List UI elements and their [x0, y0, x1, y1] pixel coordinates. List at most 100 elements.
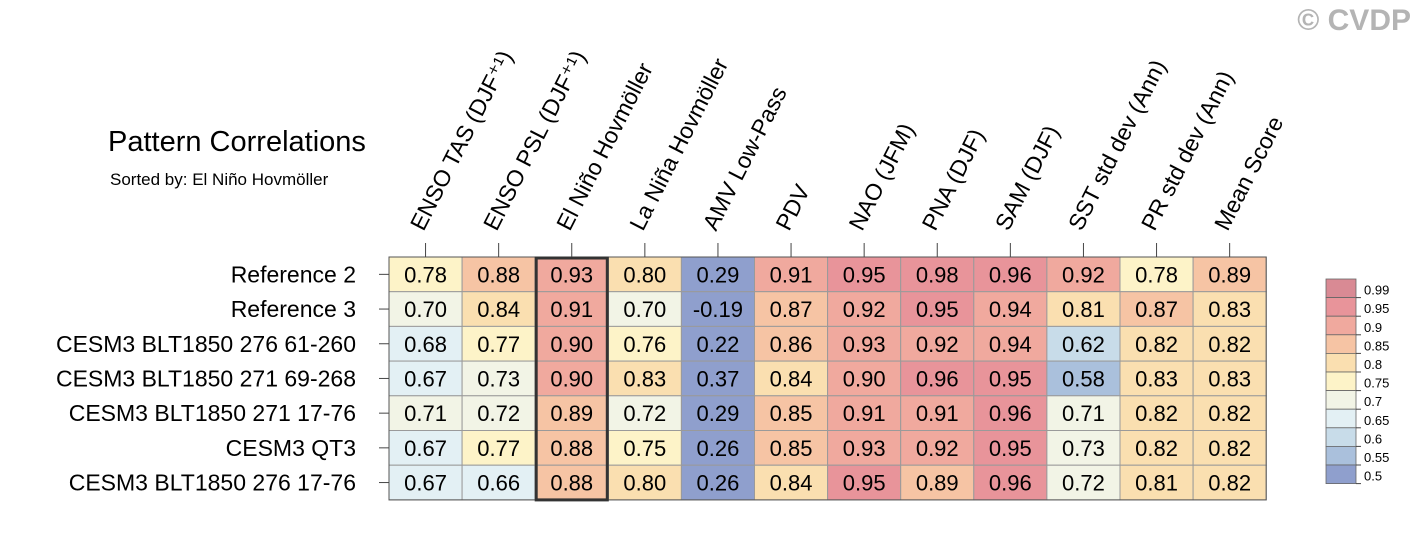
- cell-value-label: 0.89: [916, 471, 959, 496]
- heatmap-cell: [388, 360, 463, 397]
- cell-value-label: 0.82: [1135, 436, 1178, 461]
- cell-value-label: 0.84: [477, 297, 520, 322]
- heatmap-cell: [827, 430, 902, 466]
- cell-value-label: 0.95: [989, 366, 1032, 391]
- chart-title: Pattern Correlations: [108, 126, 366, 158]
- cell-value-label: 0.77: [477, 436, 520, 461]
- heatmap-cell: [388, 325, 463, 362]
- heatmap-cell: [973, 430, 1048, 466]
- cell-value-label: 0.72: [1062, 471, 1105, 496]
- cell-value-label: 0.94: [989, 332, 1032, 357]
- row-label: Reference 2: [231, 261, 356, 287]
- cell-value-label: 0.58: [1062, 366, 1105, 391]
- cell-value-label: 0.95: [843, 471, 886, 496]
- cell-value-label: 0.96: [989, 471, 1032, 496]
- cell-value-label: 0.88: [550, 471, 593, 496]
- cell-value-label: 0.83: [1208, 366, 1251, 391]
- cell-value-label: 0.91: [916, 401, 959, 426]
- row-label: CESM3 BLT1850 276 61-260: [56, 331, 356, 357]
- heatmap-cell: [1119, 256, 1194, 293]
- heatmap-cell: [1119, 464, 1194, 501]
- colorbar-label: 0.75: [1364, 376, 1389, 391]
- cell-value-label: 0.70: [404, 297, 447, 322]
- colorbar-label: 0.55: [1364, 450, 1389, 465]
- heatmap-cell: [754, 291, 829, 327]
- cell-value-label: 0.85: [770, 401, 813, 426]
- cell-value-label: 0.26: [697, 471, 740, 496]
- heatmap-cell: [1192, 395, 1267, 431]
- cell-value-label: 0.83: [1208, 297, 1251, 322]
- cell-value-label: 0.81: [1135, 471, 1178, 496]
- cell-value-label: 0.82: [1208, 436, 1251, 461]
- column-label: SAM (DJF): [990, 121, 1065, 234]
- cell-value-label: 0.82: [1135, 332, 1178, 357]
- cell-value-label: 0.22: [697, 332, 740, 357]
- heatmap-cell: [1046, 360, 1121, 397]
- colorbar-label: 0.5: [1364, 469, 1382, 484]
- cell-value-label: 0.91: [843, 401, 886, 426]
- colorbar-label: 0.65: [1364, 413, 1389, 428]
- heatmap-cell: [1192, 325, 1267, 362]
- cell-value-label: 0.68: [404, 332, 447, 357]
- cell-value-label: 0.67: [404, 436, 447, 461]
- cell-value-label: 0.91: [770, 262, 813, 287]
- colorbar-swatch: [1325, 445, 1357, 466]
- colorbar-label: 0.85: [1364, 338, 1389, 353]
- heatmap-cell: [827, 291, 902, 327]
- cell-value-label: 0.73: [1062, 436, 1105, 461]
- colorbar-label: 0.6: [1364, 431, 1382, 446]
- cell-value-label: 0.62: [1062, 332, 1105, 357]
- colorbar-label: 0.95: [1364, 301, 1389, 316]
- colorbar-swatch: [1325, 464, 1357, 485]
- watermark-logo: © CVDP: [1297, 4, 1411, 37]
- cell-value-label: 0.82: [1135, 401, 1178, 426]
- colorbar-label: 0.9: [1364, 320, 1382, 335]
- heatmap-cell: [607, 325, 682, 362]
- cell-value-label: 0.70: [623, 297, 666, 322]
- heatmap-cell: [1119, 360, 1194, 397]
- cell-value-label: 0.26: [697, 436, 740, 461]
- cell-value-label: 0.96: [989, 401, 1032, 426]
- cell-value-label: 0.89: [550, 401, 593, 426]
- cell-value-label: 0.88: [550, 436, 593, 461]
- cell-value-label: 0.92: [1062, 262, 1105, 287]
- column-label: PNA (DJF): [917, 125, 990, 235]
- cell-value-label: 0.91: [550, 297, 593, 322]
- heatmap-cell: [900, 395, 975, 431]
- heatmap-cell: [607, 430, 682, 466]
- heatmap-cell: [388, 395, 463, 431]
- cell-value-label: 0.90: [843, 366, 886, 391]
- column-label: Mean Score: [1209, 112, 1288, 234]
- cell-value-label: 0.82: [1208, 471, 1251, 496]
- cell-value-label: 0.71: [1062, 401, 1105, 426]
- cell-value-label: 0.80: [623, 262, 666, 287]
- colorbar-swatch: [1325, 297, 1357, 317]
- heatmap-cell: [1046, 395, 1121, 431]
- heatmap-cell: [1119, 291, 1194, 327]
- colorbar-swatch: [1325, 390, 1357, 410]
- cell-value-label: 0.82: [1208, 332, 1251, 357]
- colorbar-swatch: [1325, 371, 1357, 392]
- heatmap-cell: [900, 256, 975, 293]
- cell-value-label: 0.29: [697, 262, 740, 287]
- column-label: NAO (JFM): [843, 119, 919, 234]
- cell-value-label: 0.93: [550, 262, 593, 287]
- heatmap-cell: [461, 464, 536, 501]
- cell-value-label: 0.87: [1135, 297, 1178, 322]
- cell-value-label: 0.78: [404, 262, 447, 287]
- cell-value-label: 0.93: [843, 436, 886, 461]
- cell-value-label: 0.95: [989, 436, 1032, 461]
- heatmap-cell: [1046, 464, 1121, 501]
- colorbar-swatch: [1325, 427, 1357, 447]
- row-label: Reference 3: [231, 296, 356, 322]
- cell-value-label: 0.95: [916, 297, 959, 322]
- cell-value-label: 0.83: [623, 366, 666, 391]
- row-label: CESM3 BLT1850 276 17-76: [69, 470, 356, 496]
- highlighted-column-box: [534, 256, 609, 502]
- heatmap-cell: [680, 430, 756, 466]
- row-label: CESM3 QT3: [226, 435, 356, 461]
- cell-value-label: 0.92: [916, 332, 959, 357]
- cell-value-label: 0.89: [1208, 262, 1251, 287]
- cell-value-label: 0.29: [697, 401, 740, 426]
